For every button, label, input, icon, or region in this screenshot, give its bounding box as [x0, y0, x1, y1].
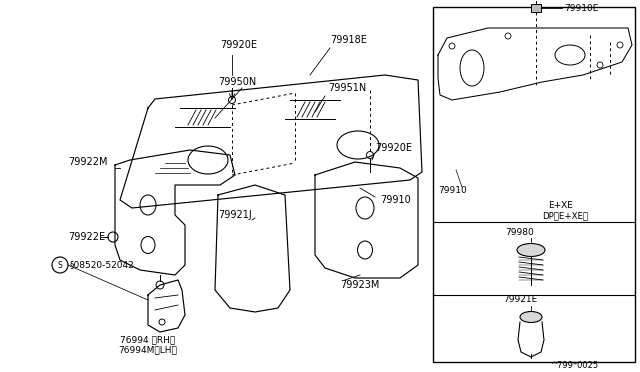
Ellipse shape	[517, 244, 545, 257]
Text: 79922E: 79922E	[68, 232, 105, 242]
Text: ^799*0025: ^799*0025	[550, 360, 598, 369]
Text: 79922M: 79922M	[68, 157, 108, 167]
Text: S: S	[58, 260, 62, 269]
Text: 79921J: 79921J	[218, 210, 252, 220]
Text: DP〈E+XE〉: DP〈E+XE〉	[542, 212, 588, 221]
Text: 79951N: 79951N	[328, 83, 366, 93]
Text: 79910: 79910	[380, 195, 411, 205]
Text: 79918E: 79918E	[330, 35, 367, 45]
Text: 79923M: 79923M	[340, 280, 380, 290]
Text: 79910: 79910	[438, 186, 467, 195]
Ellipse shape	[520, 311, 542, 323]
Text: E+XE: E+XE	[548, 201, 573, 209]
Text: 79980: 79980	[505, 228, 534, 237]
Text: 79910E: 79910E	[564, 3, 598, 13]
Text: 76994 〈RH〉: 76994 〈RH〉	[120, 336, 175, 344]
Text: 79950N: 79950N	[218, 77, 256, 87]
Text: 79920E: 79920E	[220, 40, 257, 50]
Bar	[531, 4, 541, 12]
Text: 79920E: 79920E	[375, 143, 412, 153]
Text: 79921E: 79921E	[503, 295, 537, 305]
Text: 76994M〈LH〉: 76994M〈LH〉	[118, 346, 177, 355]
Bar	[433, 7, 635, 362]
Text: §08520-52042: §08520-52042	[70, 260, 135, 269]
